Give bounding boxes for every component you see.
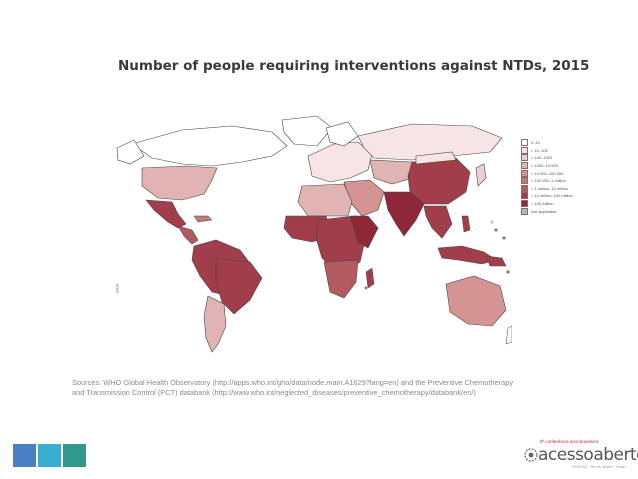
region-greenland [281, 115, 333, 147]
legend-swatch [521, 184, 528, 192]
region-mongolia [415, 151, 457, 165]
brand-name: acessoaberto [538, 445, 638, 465]
footer-square [63, 444, 86, 467]
legend-item: > 10–100 [521, 146, 583, 155]
legend-item: > 100–1000 [521, 154, 583, 162]
legend-label: 0–10 [531, 140, 540, 146]
legend-label: > 100–1000 [531, 155, 553, 161]
legend-swatch [521, 169, 528, 177]
region-new-zealand [505, 325, 512, 345]
region-japan [475, 163, 487, 187]
legend-swatch [521, 154, 528, 162]
region-southern-africa [323, 259, 359, 299]
legend-item: > 1 million–10 million [521, 184, 583, 193]
legend-label: > 100 000–1 million [531, 178, 566, 184]
legend-swatch [521, 146, 528, 154]
legend-label: > 10 million–100 million [531, 193, 573, 199]
region-north-africa [297, 183, 353, 217]
island-marker [494, 228, 498, 232]
legend-item: > 1000–10 000 [521, 162, 583, 170]
region-scandinavia [325, 121, 359, 147]
legend-item: > 10 million–100 million [521, 192, 583, 200]
sources-line: Sources: WHO Global Health Observatory (… [72, 378, 514, 387]
region-europe [307, 141, 373, 183]
legend-label: > 1 million–10 million [531, 185, 569, 191]
legend-label: > 100 million [531, 201, 554, 207]
page-title: Number of people requiring interventions… [118, 58, 590, 74]
region-alaska [116, 139, 145, 165]
footer-square [38, 444, 61, 467]
region-central-america [177, 225, 199, 245]
region-central-asia [369, 159, 413, 185]
brand-logo-block: 8ª conferência luso-brasileira acessoabe… [524, 439, 638, 471]
map-legend: 0–10 > 10–100 > 100–1000 > 1000–10 000 > 10 … [521, 139, 583, 215]
region-argentina-chile [203, 295, 227, 353]
region-usa [141, 165, 218, 201]
sources-note: Sources: WHO Global Health Observatory (… [72, 378, 582, 398]
sources-line: and Transmission Control (PCT) databank … [72, 388, 476, 397]
region-india [383, 191, 425, 237]
island-marker [364, 286, 368, 290]
footer-squares [13, 444, 86, 467]
region-madagascar [365, 267, 375, 289]
region-southeast-asia [423, 205, 453, 239]
legend-swatch [521, 162, 528, 170]
region-mexico [145, 199, 187, 229]
footer-square [13, 444, 36, 467]
legend-label: > 10 000–100 000 [531, 170, 564, 176]
island-marker [506, 270, 510, 274]
legend-item: 0–10 [521, 139, 583, 147]
island-marker [502, 236, 506, 240]
legend-label: Not applicable [531, 208, 557, 214]
side-numbers: 0000 [115, 284, 120, 293]
legend-label: > 10–100 [531, 147, 548, 153]
legend-swatch [521, 139, 528, 147]
brand-subtitle: FIOCRUZ · Rio de Janeiro · Brasil [572, 465, 626, 469]
region-canada [131, 125, 288, 167]
legend-swatch [521, 207, 528, 215]
legend-swatch [521, 192, 528, 200]
region-caribbean [193, 215, 213, 223]
brand-tagline: 8ª conferência luso-brasileira [540, 439, 598, 444]
region-philippines [461, 215, 471, 233]
region-brazil [215, 257, 263, 315]
legend-item: > 100 000–1 million [521, 177, 583, 185]
region-russia [357, 123, 503, 161]
island-marker [490, 220, 494, 224]
open-access-logo-icon [524, 448, 538, 462]
legend-swatch [521, 177, 528, 185]
region-australia [445, 275, 507, 327]
legend-swatch [521, 200, 528, 208]
region-east-africa [349, 215, 379, 249]
region-china [407, 157, 471, 205]
region-papua [485, 255, 507, 267]
legend-label: > 1000–10 000 [531, 163, 558, 169]
legend-item: > 100 million [521, 200, 583, 208]
legend-item: Not applicable [521, 207, 583, 215]
world-map [116, 115, 512, 353]
region-indonesia [437, 245, 497, 265]
legend-item: > 10 000–100 000 [521, 169, 583, 177]
